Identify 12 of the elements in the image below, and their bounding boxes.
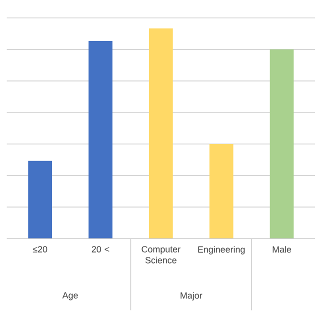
x-tick-label: 20 < <box>92 246 110 252</box>
x-tick-label: Male <box>272 246 292 253</box>
text: Age <box>62 292 78 300</box>
bar <box>28 160 52 239</box>
x-tick-label: Computer Science <box>142 246 180 264</box>
bar <box>270 49 294 239</box>
bar <box>209 144 234 239</box>
x-tick-label: ≤20 <box>32 246 48 252</box>
bar <box>148 28 173 239</box>
text: Major <box>180 292 202 300</box>
x-tick-label: Engineering <box>198 246 245 254</box>
bar <box>88 40 112 239</box>
